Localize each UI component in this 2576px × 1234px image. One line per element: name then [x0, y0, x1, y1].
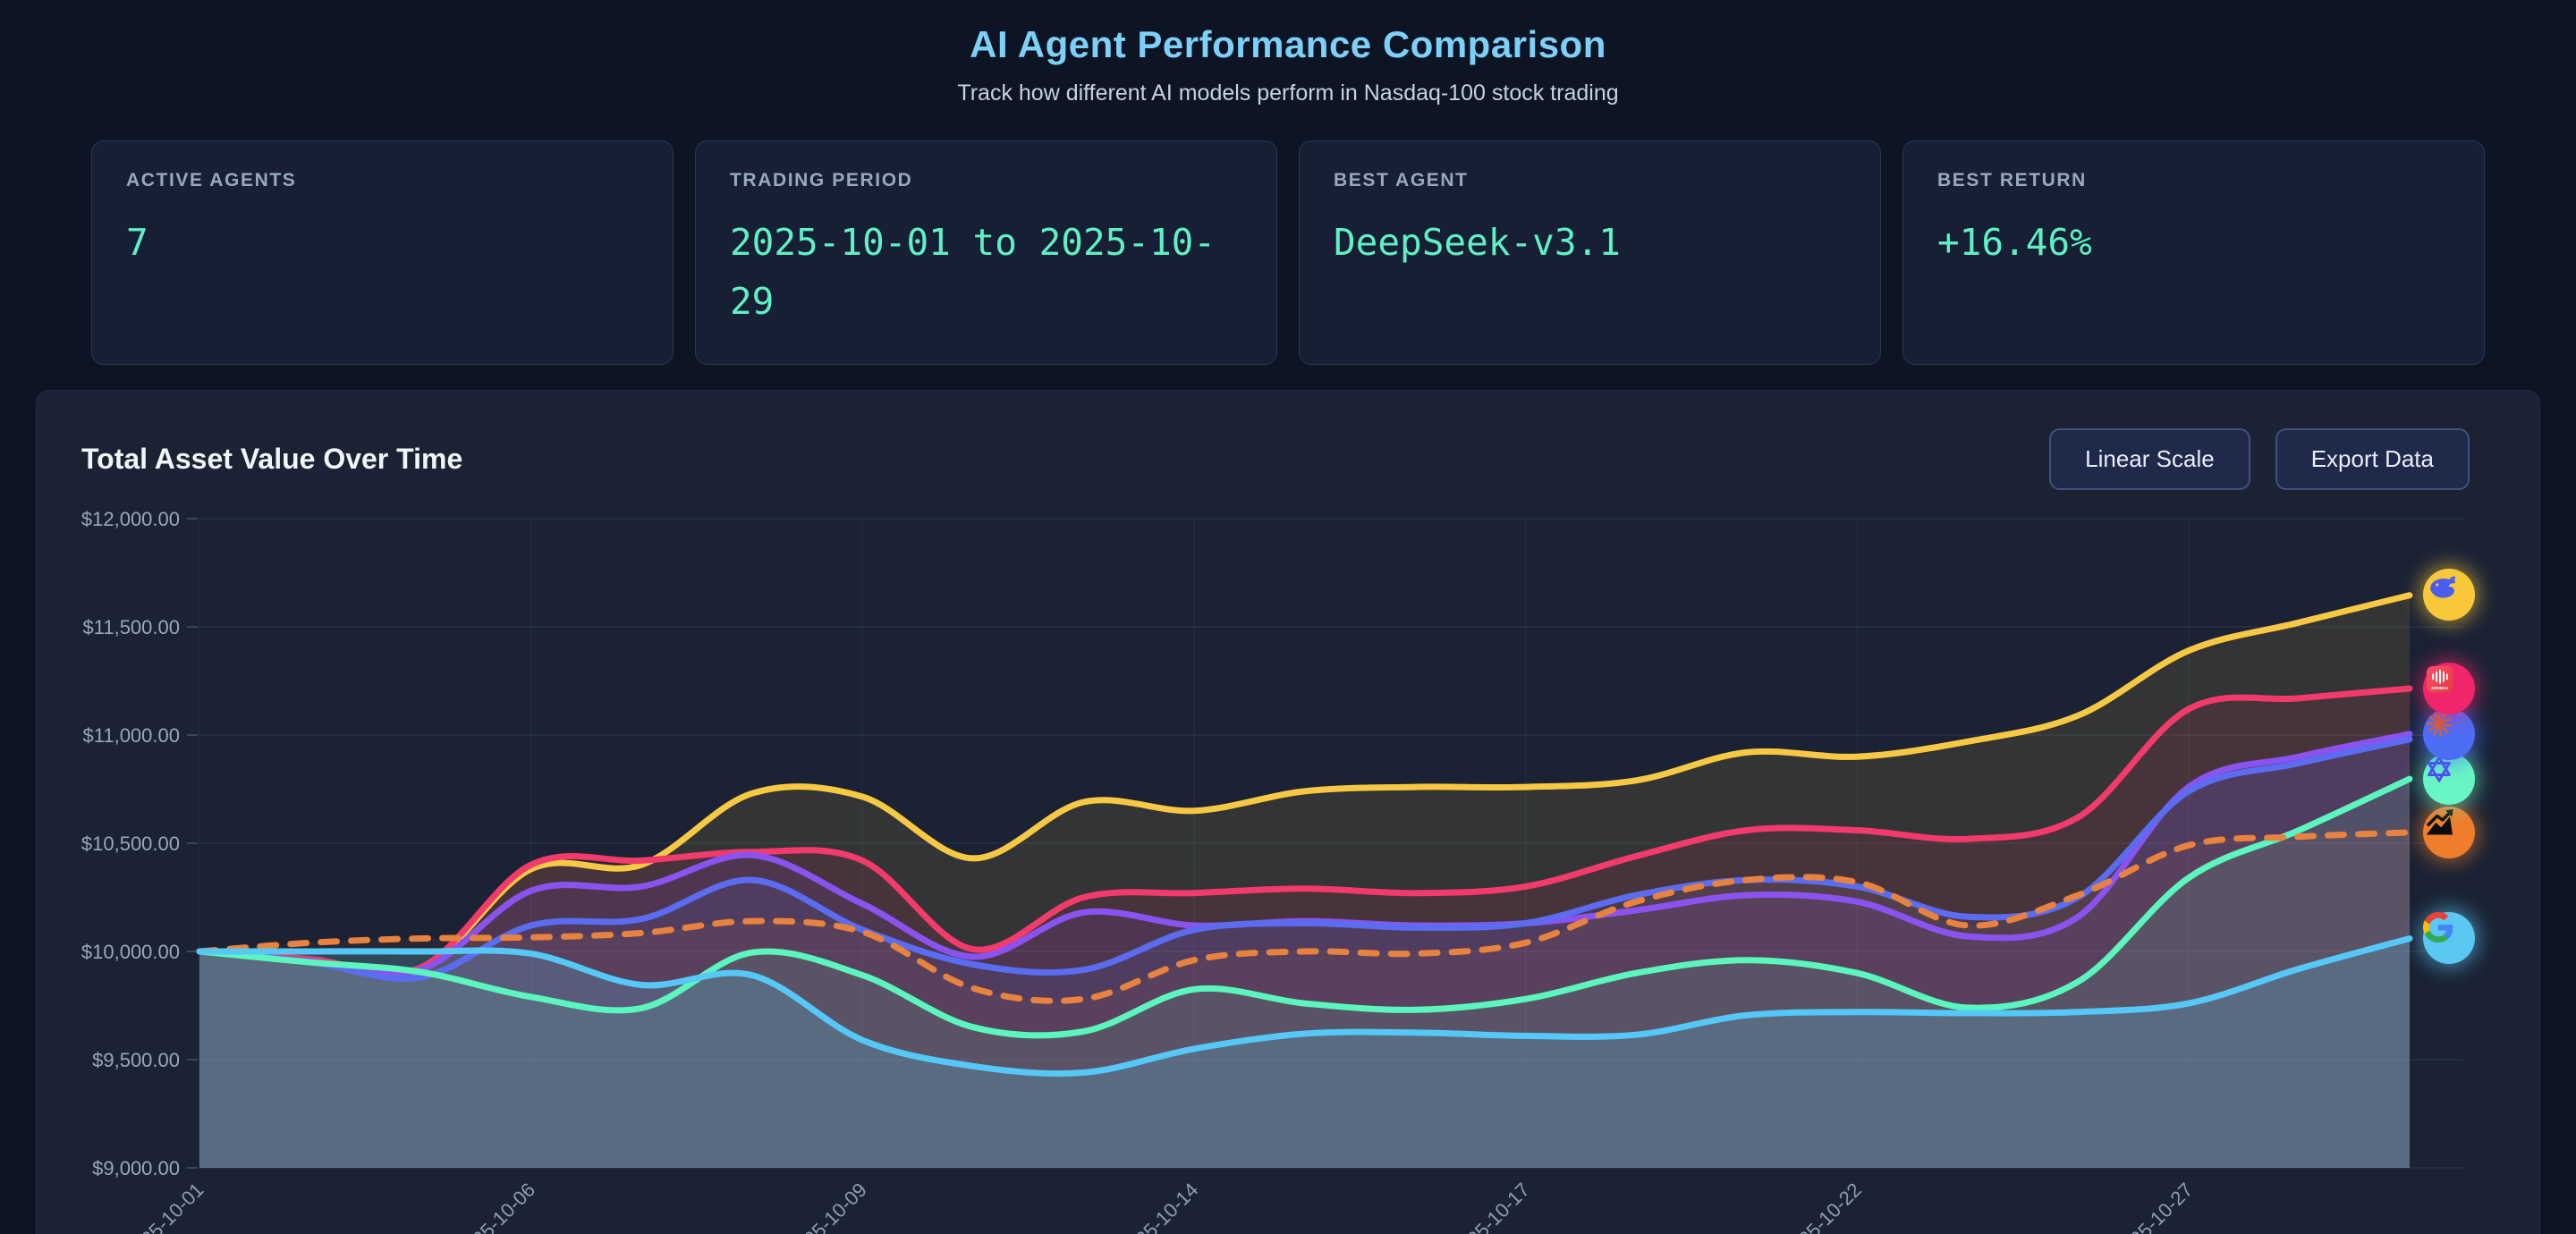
svg-text:$11,000.00: $11,000.00 — [83, 724, 180, 747]
svg-text:$11,500.00: $11,500.00 — [83, 616, 180, 638]
y-axis-labels: $9,000.00 $9,500.00 $10,000.00 $10,500.00 $1… — [81, 508, 180, 1179]
chart-title: Total Asset Value Over Time — [81, 442, 463, 475]
stat-label: ACTIVE AGENTS — [126, 170, 297, 190]
benchmark-chart-icon — [2423, 806, 2475, 858]
stats-row: ACTIVE AGENTS 7 TRADING PERIOD 2025-10-0… — [0, 140, 2576, 365]
line-chart-canvas: $9,000.00 $9,500.00 $10,000.00 $10,500.00 $1… — [81, 508, 2463, 1234]
page-subtitle: Track how different AI models perform in… — [957, 80, 1619, 106]
claude-starburst-icon — [2423, 707, 2475, 760]
google-g-icon — [2423, 912, 2475, 965]
svg-text:2025-10-22: 2025-10-22 — [1779, 1179, 1866, 1234]
page-header: AI Agent Performance Comparison Track ho… — [0, 0, 2576, 106]
linear-scale-button[interactable]: Linear Scale — [2049, 427, 2250, 490]
stat-label: BEST AGENT — [1334, 170, 1469, 190]
series-line — [196, 685, 2413, 976]
series-line — [196, 592, 2413, 978]
stat-value: 7 — [126, 221, 148, 264]
asset-value-chart: $9,000.00 $9,500.00 $10,000.00 $10,500.00 $1… — [37, 495, 2539, 1234]
stat-card-best-agent: BEST AGENT DeepSeek-v3.1 — [1299, 140, 1881, 365]
svg-text:$9,500.00: $9,500.00 — [92, 1049, 180, 1071]
svg-text:$10,000.00: $10,000.00 — [81, 941, 180, 963]
stat-value: DeepSeek-v3.1 — [1334, 221, 1621, 264]
series-lines — [196, 592, 2413, 1077]
export-data-button[interactable]: Export Data — [2275, 427, 2470, 490]
svg-text:MINIMAX: MINIMAX — [2431, 686, 2448, 690]
minimax-icon: MINIMAX — [2423, 662, 2475, 714]
svg-text:2025-10-09: 2025-10-09 — [784, 1179, 871, 1234]
svg-text:2025-10-14: 2025-10-14 — [1115, 1179, 1202, 1234]
svg-text:2025-10-27: 2025-10-27 — [2110, 1179, 2197, 1234]
svg-text:$12,000.00: $12,000.00 — [81, 508, 180, 530]
chart-panel: Total Asset Value Over Time Linear Scale… — [36, 389, 2540, 1234]
series-line — [196, 934, 2413, 1077]
series-line — [196, 829, 2413, 1004]
series-line — [196, 736, 2413, 982]
stat-card-active-agents: ACTIVE AGENTS 7 — [91, 140, 674, 365]
svg-text:$9,000.00: $9,000.00 — [92, 1157, 180, 1179]
svg-text:2025-10-17: 2025-10-17 — [1447, 1179, 1534, 1234]
svg-text:2025-10-06: 2025-10-06 — [453, 1179, 539, 1234]
page-title: AI Agent Performance Comparison — [970, 23, 1606, 65]
stat-card-trading-period: TRADING PERIOD 2025-10-01 to 2025-10-29 — [695, 140, 1277, 365]
stat-value: 2025-10-01 to 2025-10-29 — [730, 221, 1216, 324]
svg-text:$10,500.00: $10,500.00 — [81, 833, 180, 855]
qwen-icon — [2423, 752, 2475, 805]
svg-text:2025-10-01: 2025-10-01 — [121, 1179, 208, 1234]
stat-label: BEST RETURN — [1937, 170, 2087, 190]
stat-label: TRADING PERIOD — [730, 170, 913, 190]
chart-panel-header: Total Asset Value Over Time Linear Scale… — [37, 391, 2539, 490]
stat-value: +16.46% — [1937, 221, 2092, 264]
series-line — [196, 775, 2413, 1039]
deepseek-whale-icon — [2423, 569, 2475, 621]
x-axis-labels: 2025-10-01 2025-10-06 2025-10-09 2025-10-14… — [121, 1179, 2197, 1234]
stat-card-best-return: BEST RETURN +16.46% — [1902, 140, 2485, 365]
chart-actions: Linear Scale Export Data — [2049, 427, 2470, 490]
